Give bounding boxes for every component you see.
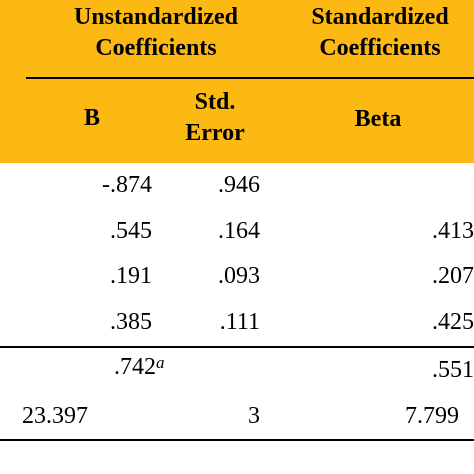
beta-value: 7.799	[405, 403, 459, 429]
header-std-label: Std.	[194, 89, 236, 115]
beta-value: .207	[432, 263, 474, 289]
b-value: .191	[110, 263, 152, 289]
std-error-value: .946	[218, 172, 260, 198]
table-header	[0, 0, 474, 163]
header-error-label: Error	[185, 120, 245, 146]
header-beta: Beta	[354, 106, 402, 132]
beta-value: .413	[432, 218, 474, 244]
std-error-value: .164	[218, 218, 260, 244]
header-std-error: Std. Error	[170, 87, 260, 149]
std-error-value: 3	[248, 403, 260, 429]
r-value: .742	[114, 354, 156, 380]
b-value: 23.397	[22, 403, 88, 429]
section-divider	[0, 346, 474, 348]
superscript: a	[156, 353, 165, 372]
b-value: -.874	[102, 172, 152, 198]
beta-value: .425	[432, 309, 474, 335]
beta-value: .551	[432, 357, 474, 383]
b-value: .742a	[114, 352, 165, 382]
header-standardized: Standardized Coefficients	[280, 2, 474, 64]
header-divider	[26, 77, 474, 79]
header-standardized-line1: Standardized	[311, 4, 449, 30]
b-value: .385	[110, 309, 152, 335]
b-value: .545	[110, 218, 152, 244]
header-standardized-line2: Coefficients	[319, 35, 441, 61]
header-unstandardized-line2: Coefficients	[95, 35, 217, 61]
header-unstandardized: Unstandardized Coefficients	[36, 2, 276, 64]
table-bottom-rule	[0, 439, 474, 441]
header-b: B	[83, 105, 100, 131]
std-error-value: .093	[218, 263, 260, 289]
std-error-value: .111	[219, 309, 260, 335]
header-unstandardized-line1: Unstandardized	[73, 4, 239, 30]
